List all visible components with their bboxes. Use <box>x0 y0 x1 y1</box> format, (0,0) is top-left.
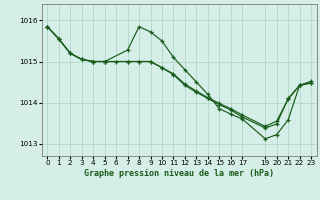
X-axis label: Graphe pression niveau de la mer (hPa): Graphe pression niveau de la mer (hPa) <box>84 169 274 178</box>
